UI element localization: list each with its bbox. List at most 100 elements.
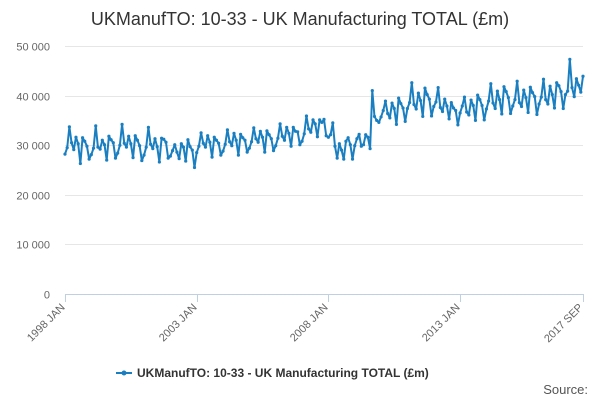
data-point — [326, 135, 330, 139]
data-point — [401, 106, 405, 110]
data-point — [546, 102, 550, 106]
data-point — [451, 106, 456, 110]
data-point — [186, 138, 190, 142]
data-point — [471, 103, 475, 108]
data-point — [85, 144, 89, 148]
data-point — [179, 142, 183, 146]
data-point — [74, 135, 78, 139]
data-point — [524, 95, 528, 100]
data-point — [414, 107, 418, 111]
data-point — [544, 97, 548, 102]
data-point — [473, 118, 478, 122]
data-point — [249, 140, 254, 144]
data-point — [511, 104, 515, 108]
data-point — [190, 148, 194, 152]
data-point — [528, 85, 532, 89]
data-point — [76, 142, 80, 146]
data-point — [311, 118, 315, 122]
data-point — [214, 138, 219, 142]
data-point — [353, 144, 357, 148]
data-point — [530, 91, 535, 95]
data-point — [513, 97, 517, 102]
data-point — [469, 98, 473, 102]
data-point — [386, 111, 390, 116]
source-credit[interactable]: Source: — [543, 382, 588, 397]
data-point — [210, 155, 214, 159]
data-point — [107, 134, 111, 138]
data-point — [175, 150, 179, 154]
data-point — [278, 122, 282, 126]
y-axis: 0 10 000 20 000 30 000 40 000 50 000 — [16, 42, 50, 302]
data-point — [476, 93, 480, 97]
data-point — [111, 141, 115, 145]
data-point — [537, 102, 541, 106]
data-point — [552, 106, 557, 110]
data-point — [579, 90, 583, 94]
data-point — [118, 143, 122, 147]
data-point — [129, 142, 133, 146]
data-point — [122, 141, 126, 145]
data-point — [388, 116, 392, 120]
data-point — [252, 126, 256, 130]
data-point — [381, 108, 385, 113]
data-point — [489, 82, 493, 86]
data-point — [436, 86, 440, 90]
data-point — [394, 122, 399, 126]
data-point — [232, 131, 236, 135]
y-tick-label: 20 000 — [16, 191, 50, 203]
y-tick-label: 50 000 — [16, 42, 50, 54]
data-point — [78, 161, 82, 166]
data-point — [199, 131, 203, 135]
data-point — [307, 127, 311, 131]
data-point — [124, 145, 129, 149]
data-point — [412, 102, 416, 107]
data-point — [568, 57, 572, 61]
data-point — [96, 145, 100, 149]
data-point — [271, 149, 276, 153]
data-point — [445, 104, 449, 108]
data-point — [256, 140, 260, 144]
data-point — [328, 133, 333, 137]
data-point — [184, 159, 188, 163]
data-point — [265, 129, 269, 133]
data-point — [230, 144, 234, 148]
y-tick-label: 40 000 — [16, 92, 50, 104]
data-point — [80, 136, 85, 140]
data-point — [170, 149, 175, 153]
data-point — [497, 97, 502, 102]
data-point — [304, 114, 309, 118]
data-point — [133, 134, 137, 138]
data-point — [383, 99, 388, 103]
series-group — [63, 57, 585, 170]
data-point — [443, 97, 447, 101]
data-point — [72, 148, 76, 152]
data-point — [173, 143, 177, 147]
data-point — [491, 101, 495, 105]
data-point — [423, 86, 427, 90]
data-point — [350, 157, 355, 161]
data-point — [83, 139, 87, 143]
data-point — [219, 153, 223, 157]
data-point — [449, 100, 453, 105]
data-point — [142, 153, 146, 157]
data-point — [247, 146, 251, 150]
data-point — [550, 93, 554, 97]
data-point — [500, 112, 504, 116]
data-point — [267, 133, 271, 137]
data-point — [188, 145, 192, 149]
data-point — [69, 141, 74, 145]
data-point — [487, 99, 491, 103]
data-point — [120, 122, 124, 126]
data-point — [522, 88, 526, 92]
data-point — [208, 140, 212, 144]
data-point — [368, 147, 372, 151]
data-point — [555, 81, 559, 85]
data-point — [236, 153, 240, 157]
legend[interactable]: UKManufTO: 10-33 - UK Manufacturing TOTA… — [116, 366, 429, 380]
data-point — [263, 150, 267, 154]
data-point — [287, 131, 291, 135]
data-point — [149, 142, 153, 146]
data-point — [221, 149, 225, 153]
